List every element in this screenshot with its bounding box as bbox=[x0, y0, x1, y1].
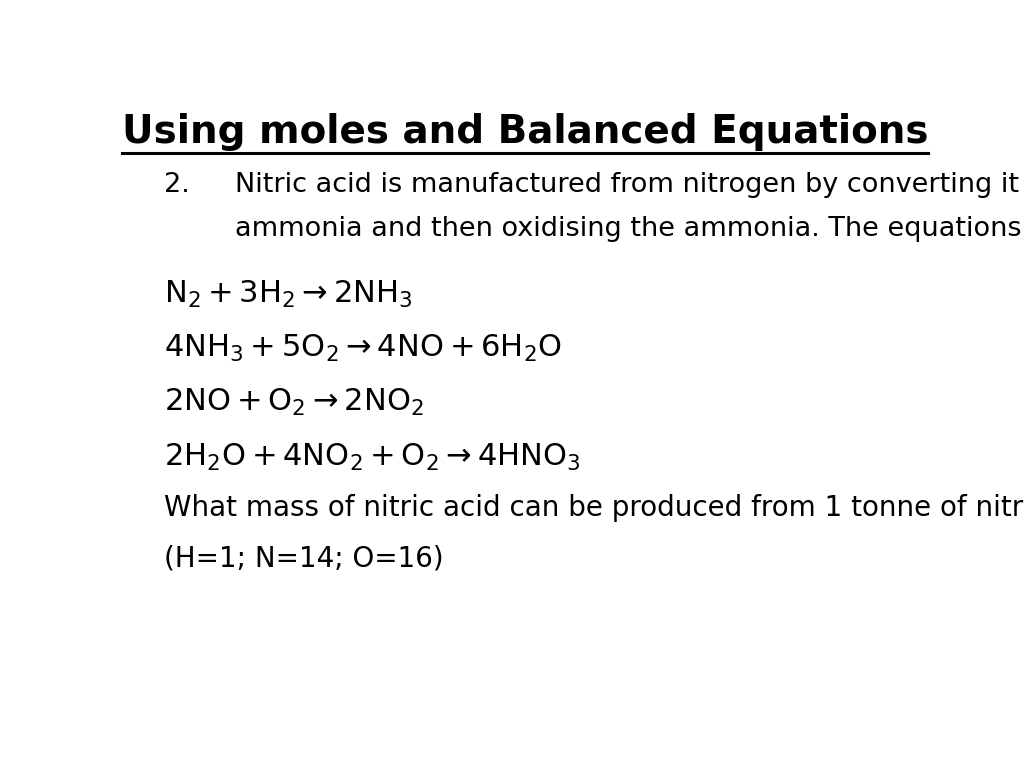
Text: $\mathregular{4NH_3 + 5O_2 \rightarrow 4NO + 6H_2O}$: $\mathregular{4NH_3 + 5O_2 \rightarrow 4… bbox=[164, 333, 561, 364]
Text: ammonia and then oxidising the ammonia. The equations are:: ammonia and then oxidising the ammonia. … bbox=[236, 217, 1024, 243]
Text: Using moles and Balanced Equations: Using moles and Balanced Equations bbox=[122, 113, 928, 151]
Text: (H=1; N=14; O=16): (H=1; N=14; O=16) bbox=[164, 545, 443, 573]
Text: What mass of nitric acid can be produced from 1 tonne of nitrogen gas?: What mass of nitric acid can be produced… bbox=[164, 495, 1024, 522]
Text: $\mathregular{N_2 + 3H_2 \rightarrow 2NH_3}$: $\mathregular{N_2 + 3H_2 \rightarrow 2NH… bbox=[164, 279, 413, 310]
Text: $\mathregular{2NO + O_2 \rightarrow 2NO_2}$: $\mathregular{2NO + O_2 \rightarrow 2NO_… bbox=[164, 387, 424, 419]
Text: 2.: 2. bbox=[164, 172, 189, 198]
Text: Nitric acid is manufactured from nitrogen by converting it into: Nitric acid is manufactured from nitroge… bbox=[236, 172, 1024, 198]
Text: $\mathregular{2H_2O + 4NO_2 + O_2 \rightarrow 4HNO_3}$: $\mathregular{2H_2O + 4NO_2 + O_2 \right… bbox=[164, 442, 581, 473]
